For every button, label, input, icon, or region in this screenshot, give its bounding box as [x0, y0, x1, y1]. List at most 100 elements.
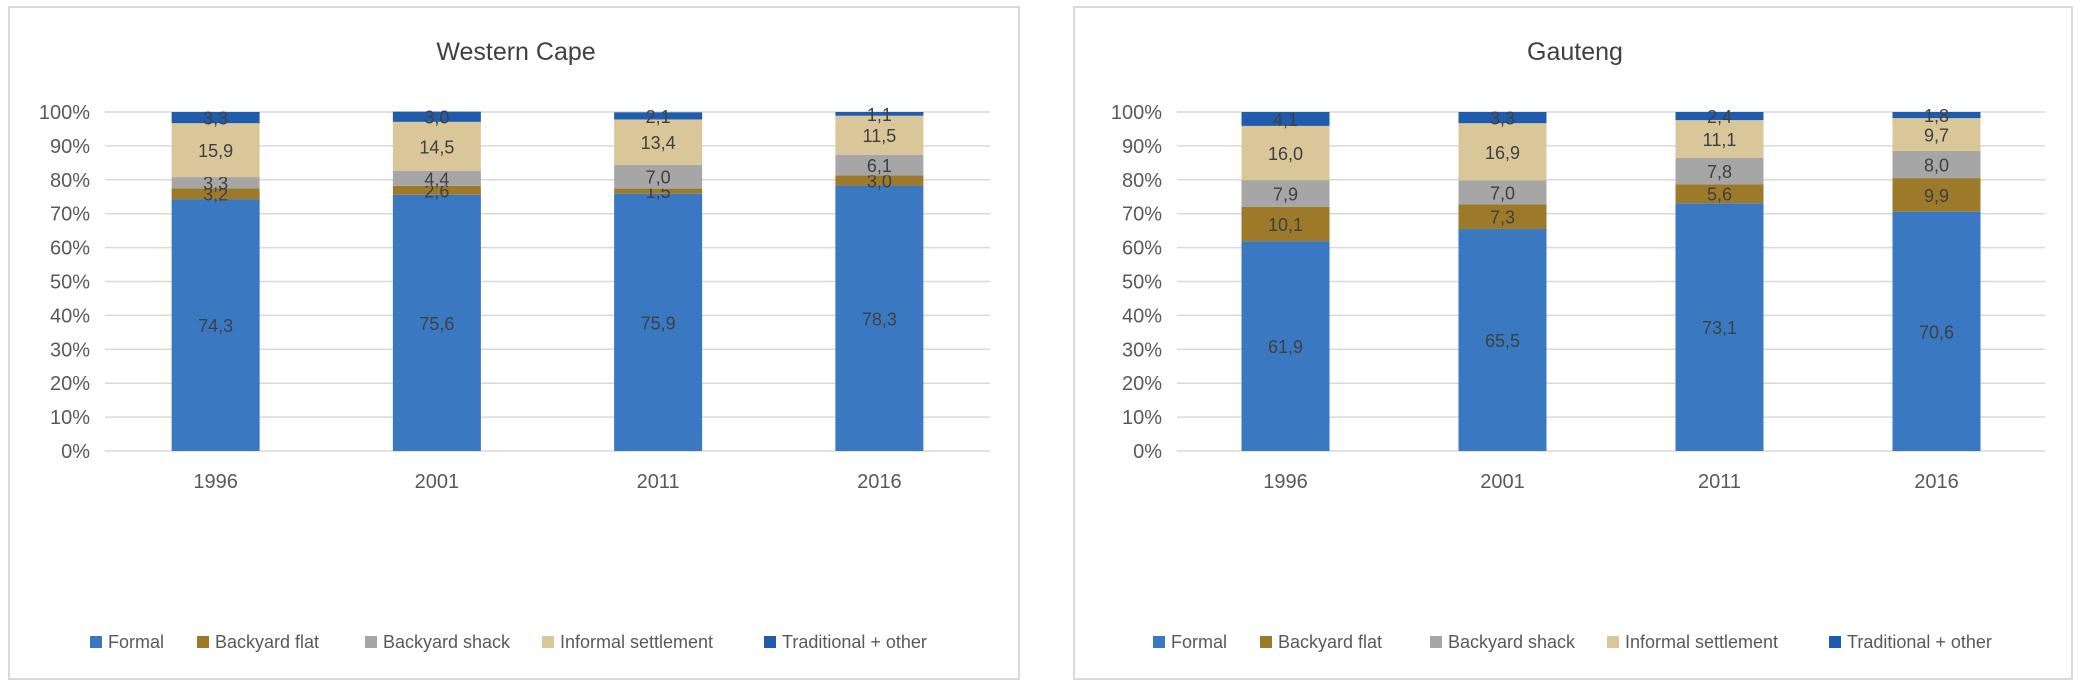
data-label: 11,1 [1703, 130, 1737, 150]
data-label: 4,4 [424, 169, 449, 189]
legend-label: Backyard shack [1448, 632, 1576, 652]
y-tick-label: 80% [1122, 170, 1162, 192]
data-label: 74,3 [198, 316, 233, 336]
x-tick-label: 2011 [637, 471, 680, 493]
bar-segment [835, 115, 924, 155]
y-tick-label: 0% [1133, 441, 1162, 463]
x-tick-label: 2016 [857, 471, 902, 493]
y-tick-label: 50% [1122, 272, 1162, 294]
data-label: 73,1 [1702, 318, 1737, 338]
data-label: 65,5 [1485, 331, 1520, 351]
data-label: 7,0 [646, 168, 671, 188]
legend-label: Formal [1171, 632, 1227, 652]
bar-segment [1892, 178, 1981, 212]
data-label: 9,7 [1924, 126, 1949, 146]
y-tick-label: 40% [1122, 305, 1162, 327]
data-label: 16,0 [1268, 144, 1303, 164]
y-tick-label: 80% [50, 170, 90, 192]
data-label: 2,1 [646, 107, 671, 127]
bar-segment [1241, 241, 1330, 451]
data-label: 70,6 [1919, 322, 1954, 342]
bar-segment [1675, 120, 1764, 158]
legend-swatch [1430, 636, 1442, 648]
data-label: 7,9 [1273, 185, 1298, 205]
y-tick-label: 70% [1122, 204, 1162, 226]
data-label: 9,9 [1924, 186, 1949, 206]
bar-segment [392, 170, 481, 186]
bar-segment [171, 112, 260, 124]
data-label: 3,0 [424, 108, 449, 128]
x-tick-label: 1996 [1263, 471, 1308, 493]
legend-label: Informal settlement [560, 632, 713, 652]
y-tick-label: 20% [1122, 373, 1162, 395]
bar-segment [1241, 180, 1330, 207]
bar-segment [1241, 125, 1330, 181]
x-tick-label: 2016 [1914, 471, 1959, 493]
chart-western-cape: Western Cape 0% 10% 20% 30% 40% 50% 60% 70% 80% 9… [39, 38, 990, 652]
bar-segment [392, 111, 481, 122]
legend-label: Backyard flat [1278, 632, 1382, 652]
y-tick-label: 40% [50, 305, 90, 327]
y-tick-label: 50% [50, 272, 90, 294]
bar-segment [1241, 206, 1330, 242]
bar-segment [835, 112, 924, 116]
data-label: 1,1 [867, 105, 892, 125]
chart-title: Western Cape [436, 38, 595, 66]
bar-segment [392, 185, 481, 195]
bar-segment [835, 185, 924, 452]
bar-segment [1241, 112, 1330, 126]
legend-swatch [197, 636, 209, 648]
legend-label: Backyard shack [383, 632, 511, 652]
bar-segment [1892, 118, 1981, 151]
data-label: 3,3 [203, 109, 228, 129]
legend-swatch [365, 636, 377, 648]
legend-label: Traditional + other [1847, 632, 1992, 652]
y-tick-label: 10% [1122, 407, 1162, 429]
data-label: 3,3 [1490, 109, 1515, 129]
data-label: 7,8 [1707, 162, 1732, 182]
bar-segment [1675, 203, 1764, 451]
bar-segment [1458, 180, 1547, 205]
x-tick-label: 2001 [1480, 471, 1525, 493]
y-tick-label: 20% [50, 373, 90, 395]
legend-swatch [90, 636, 102, 648]
bar-segment [614, 112, 703, 120]
bar-segment [1675, 157, 1764, 185]
data-label: 6,1 [867, 156, 892, 176]
legend-label: Traditional + other [782, 632, 927, 652]
bar-segment [1458, 228, 1547, 451]
legend-swatch [1829, 636, 1841, 648]
data-label: 75,9 [641, 313, 676, 333]
data-label: 8,0 [1924, 156, 1949, 176]
bar-segment [1458, 204, 1547, 229]
y-tick-label: 0% [61, 441, 90, 463]
data-label: 14,5 [419, 137, 454, 157]
bar-segment [1892, 150, 1981, 179]
bar-segment [171, 123, 260, 178]
data-label: 3,2 [203, 185, 228, 205]
data-label: 1,8 [1924, 106, 1949, 126]
data-label: 3,3 [203, 174, 228, 194]
x-tick-label: 2001 [415, 471, 460, 493]
bar-segment [614, 188, 703, 194]
bar-segment [614, 193, 703, 451]
data-label: 78,3 [862, 309, 897, 329]
chart-panel-gauteng: Gauteng 0% 10% 20% 30% 40% 50% 60% 70% 80% 90% 100… [1073, 6, 2073, 680]
data-label: 15,9 [198, 141, 233, 161]
bar-segment [614, 119, 703, 165]
bar-segment [1458, 123, 1547, 181]
data-label: 11,5 [863, 126, 897, 146]
data-label: 3,0 [867, 171, 892, 191]
bar-segment [835, 175, 924, 186]
bar-segment [171, 199, 260, 451]
bar-segment [835, 154, 924, 176]
data-label: 13,4 [641, 133, 676, 153]
x-tick-label: 2011 [1698, 471, 1741, 493]
chart-gauteng: Gauteng 0% 10% 20% 30% 40% 50% 60% 70% 80% 90% 100… [1111, 38, 2045, 652]
legend-swatch [542, 636, 554, 648]
data-label: 2,6 [424, 181, 449, 201]
data-label: 7,3 [1490, 208, 1515, 228]
chart-panel-western-cape: Western Cape 0% 10% 20% 30% 40% 50% 60% 70% 80% 9… [8, 6, 1020, 680]
legend-label: Formal [108, 632, 164, 652]
bar-segment [1675, 112, 1764, 121]
